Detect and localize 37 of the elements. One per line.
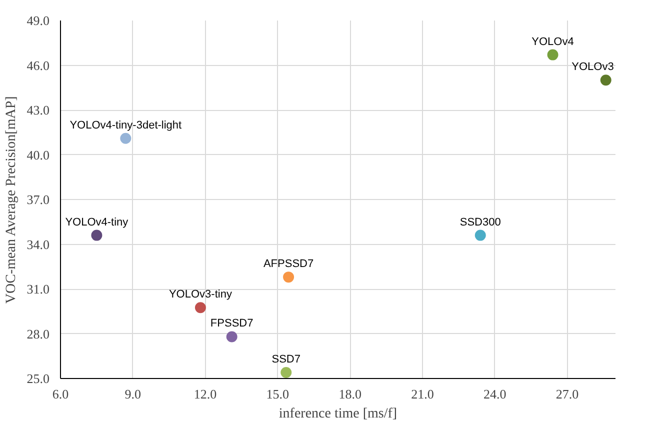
y-tick-label: 28.0	[26, 326, 50, 342]
x-tick-label: 21.0	[411, 386, 434, 402]
y-tick-label: 49.0	[26, 13, 50, 28]
x-tick-label: 24.0	[483, 386, 506, 402]
series-label: AFPSSD7	[263, 258, 314, 270]
y-tick-label: 43.0	[26, 102, 50, 118]
series-label: YOLOv4	[532, 36, 574, 48]
point	[547, 49, 558, 60]
series-label: SSD7	[272, 354, 300, 366]
point	[474, 230, 486, 241]
x-tick-label: 15.0	[266, 386, 290, 402]
x-tick-label: 9.0	[124, 386, 142, 402]
x-axis-title: inference time [ms/f]	[278, 406, 398, 422]
point	[226, 331, 238, 342]
y-axis-title: VOC-mean Average Precision[mAP]	[4, 96, 19, 304]
series-label: YOLOv3-tiny	[168, 288, 232, 301]
x-tick-label: 6.0	[52, 386, 69, 402]
point	[120, 132, 132, 144]
x-tick-label: 12.0	[194, 386, 217, 402]
y-tick-label: 25.0	[26, 371, 50, 386]
series-label: YOLOv4-tiny-3det-light	[70, 119, 182, 132]
point	[600, 74, 612, 86]
series-label: YOLOv4-tiny	[65, 216, 129, 228]
y-tick-label: 34.0	[26, 236, 50, 252]
series-label: YOLOv3	[572, 61, 614, 74]
y-tick-label: 37.0	[26, 192, 50, 207]
y-tick-label: 40.0	[26, 147, 50, 162]
point	[280, 367, 292, 378]
point	[283, 272, 294, 283]
point	[91, 230, 102, 241]
point	[194, 302, 206, 314]
x-tick-label: 27.0	[556, 386, 579, 402]
x-tick-label: 18.0	[338, 386, 362, 402]
series-label: FPSSD7	[210, 318, 254, 330]
y-tick-label: 46.0	[26, 58, 50, 73]
series-label: SSD300	[460, 216, 501, 228]
y-tick-label: 31.0	[26, 282, 50, 296]
